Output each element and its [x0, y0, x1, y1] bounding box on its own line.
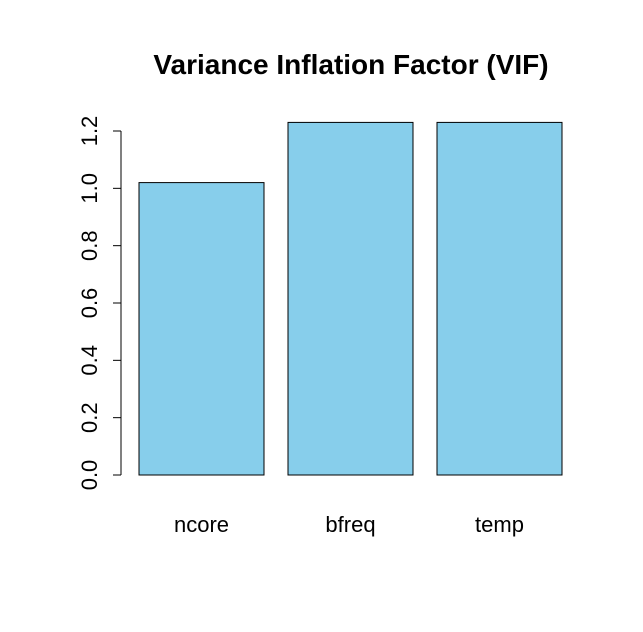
bar-bfreq [287, 121, 414, 476]
y-tick-label: 0.8 [77, 230, 102, 261]
bar-temp [436, 121, 563, 476]
y-tick-label: 0.0 [77, 460, 102, 491]
x-axis-labels: ncore bfreq temp [174, 512, 524, 537]
y-tick-label: 0.2 [77, 402, 102, 433]
y-tick-label: 0.6 [77, 288, 102, 319]
y-axis: 0.0 0.2 0.4 0.6 0.8 1.0 1.2 [77, 116, 122, 491]
y-tick-label: 1.2 [77, 116, 102, 147]
x-tick-label-ncore: ncore [174, 512, 229, 537]
y-tick-label: 1.0 [77, 173, 102, 204]
x-tick-label-bfreq: bfreq [325, 512, 375, 537]
x-tick-label-temp: temp [475, 512, 524, 537]
y-tick-label: 0.4 [77, 345, 102, 376]
chart-title: Variance Inflation Factor (VIF) [153, 49, 548, 80]
bar-ncore [138, 182, 265, 476]
bars-group [138, 121, 563, 476]
